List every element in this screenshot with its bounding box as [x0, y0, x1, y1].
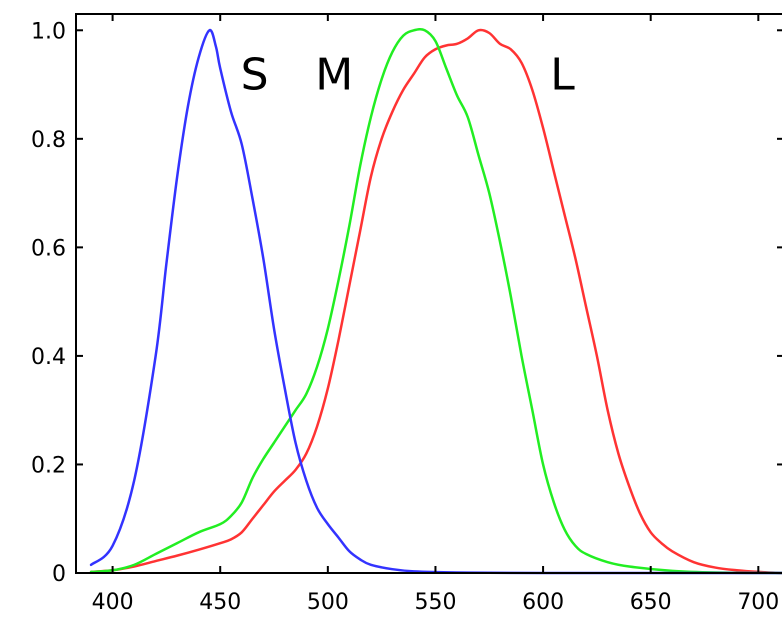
curve-label-l: L: [550, 50, 575, 101]
y-tick-label: 0.2: [31, 453, 66, 478]
x-tick-label: 500: [307, 590, 349, 615]
y-tick-label: 1.0: [31, 19, 66, 44]
curve-label-s: S: [241, 50, 269, 101]
x-tick-label: 650: [630, 590, 672, 615]
y-tick-label: 0.8: [31, 128, 66, 153]
x-tick-label: 450: [199, 590, 241, 615]
curve-label-m: M: [315, 50, 353, 101]
x-tick-label: 400: [92, 590, 134, 615]
y-tick-label: 0.6: [31, 236, 66, 261]
x-tick-label: 600: [522, 590, 564, 615]
x-tick-label: 700: [737, 590, 779, 615]
y-tick-label: 0: [52, 562, 66, 587]
y-tick-label: 0.4: [31, 345, 66, 370]
x-tick-label: 550: [414, 590, 456, 615]
